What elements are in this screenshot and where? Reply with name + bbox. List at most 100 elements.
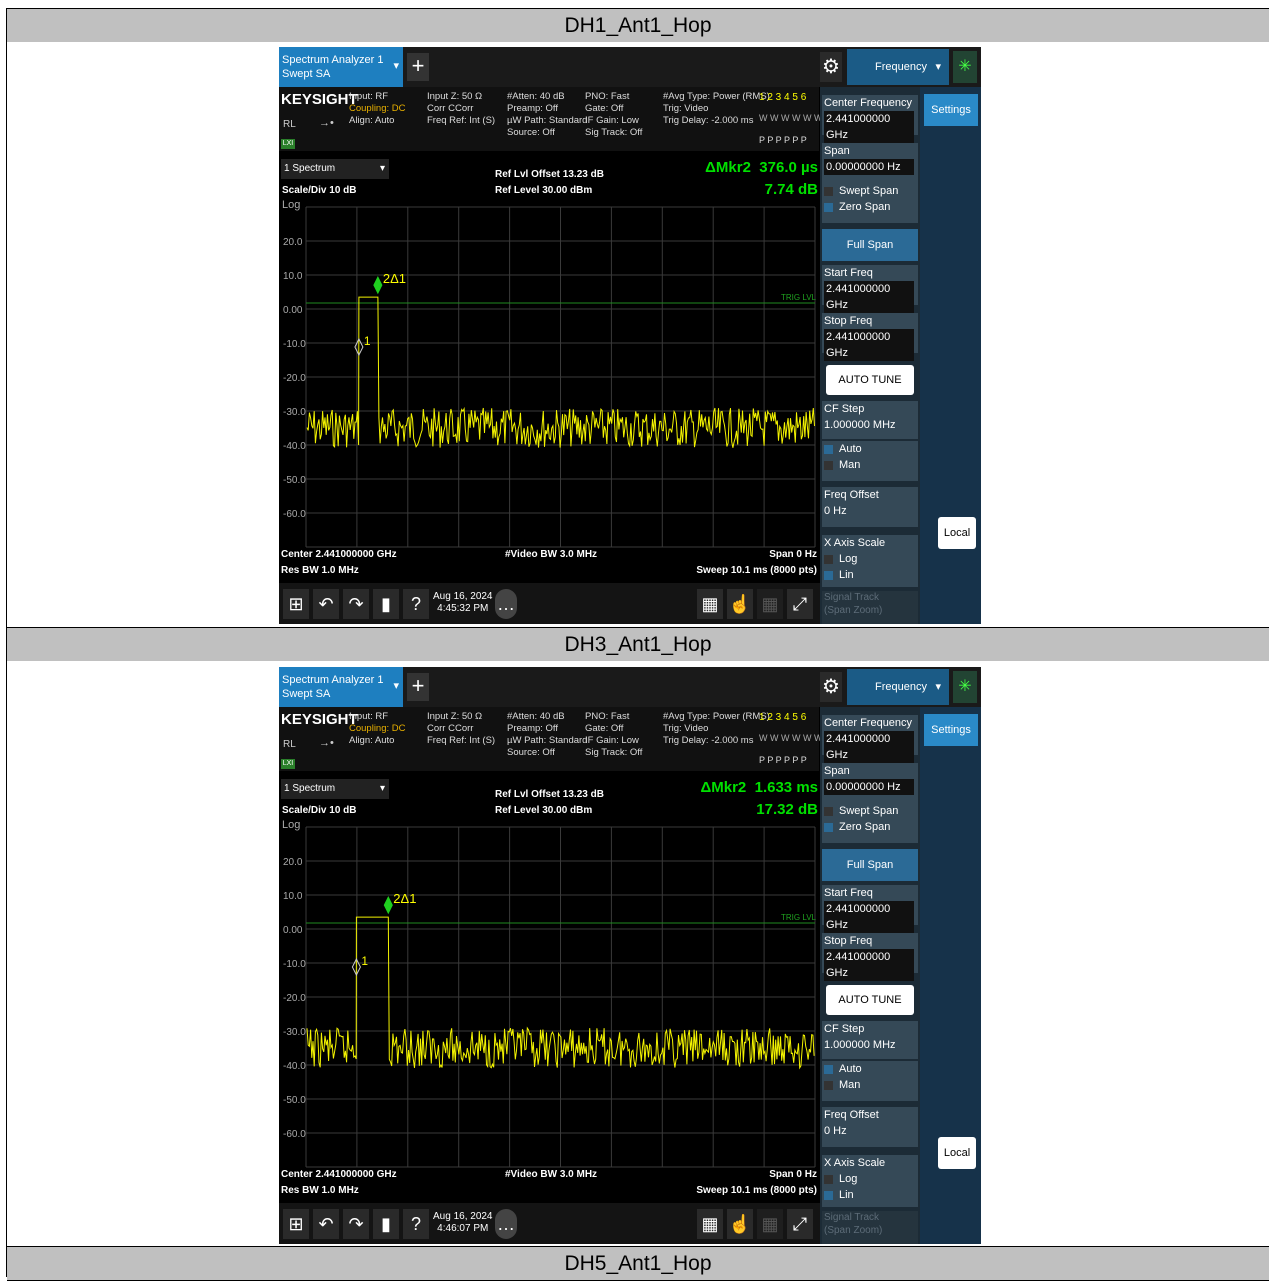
touch-icon[interactable]: ☝ bbox=[727, 1209, 753, 1239]
span-mode-radio[interactable]: Swept Span Zero Span bbox=[822, 803, 918, 843]
auto-radio bbox=[824, 444, 833, 454]
cf-step-label: CF Step bbox=[824, 403, 865, 415]
span-button[interactable]: Span 0.00000000 Hz bbox=[822, 763, 918, 803]
meas-line: Trig Delay: -2.000 ms bbox=[663, 115, 754, 126]
layout-icon[interactable]: ▦ bbox=[697, 1209, 723, 1239]
meas-line: Gate: Off bbox=[585, 103, 624, 114]
local-button[interactable]: Local bbox=[938, 1137, 976, 1169]
zero-span-radio bbox=[824, 822, 833, 832]
meas-line: Freq Ref: Int (S) bbox=[427, 115, 496, 126]
auto-tune-button[interactable]: AUTO TUNE bbox=[826, 365, 914, 395]
analyzer-screenshot-2: Spectrum Analyzer 1 Swept SA ▾ + ⚙ Freque… bbox=[279, 667, 981, 1244]
meas-line: Preamp: Off bbox=[507, 723, 559, 734]
status-spinner-icon: ✳ bbox=[953, 51, 977, 83]
file-icon[interactable]: ▮ bbox=[373, 1209, 399, 1239]
view-select-label: 1 Spectrum bbox=[284, 783, 336, 794]
span-mode-radio[interactable]: Swept Span Zero Span bbox=[822, 183, 918, 223]
help-icon[interactable]: ? bbox=[403, 1209, 429, 1239]
lin-radio bbox=[824, 1190, 833, 1200]
file-icon[interactable]: ▮ bbox=[373, 589, 399, 619]
measurement-bar bbox=[279, 87, 819, 151]
freq-offset-value: 0 Hz bbox=[824, 1125, 847, 1137]
freq-offset-label: Freq Offset bbox=[824, 489, 879, 501]
marker-y-value: 17.32 dB bbox=[756, 801, 818, 818]
full-span-button[interactable]: Full Span bbox=[822, 229, 918, 261]
windows-icon[interactable]: ⊞ bbox=[283, 1209, 309, 1239]
add-screen-button[interactable]: + bbox=[407, 53, 429, 81]
swept-span-label: Swept Span bbox=[839, 805, 899, 817]
redo-icon[interactable]: ↷ bbox=[343, 1209, 369, 1239]
menu-title-button[interactable]: Frequency ▾ bbox=[847, 49, 949, 85]
time-text: 4:45:32 PM bbox=[437, 603, 489, 614]
windows-icon[interactable]: ⊞ bbox=[283, 589, 309, 619]
scale-div: Scale/Div 10 dB bbox=[282, 805, 357, 816]
settings-tab[interactable]: Settings bbox=[924, 94, 978, 126]
scale-div: Scale/Div 10 dB bbox=[282, 185, 357, 196]
meas-col-avg: #Avg Type: Power (RMS) Trig: Video Trig De… bbox=[663, 91, 770, 127]
signal-track-label: Signal Track bbox=[824, 1212, 880, 1223]
analyzer-tab[interactable]: Spectrum Analyzer 1 Swept SA ▾ bbox=[279, 47, 403, 87]
stop-freq-button[interactable]: Stop Freq 2.441000000 GHz bbox=[822, 313, 918, 361]
y-tick-label: 10.0 bbox=[283, 891, 303, 902]
clock: Aug 16, 2024 4:46:07 PM bbox=[433, 1211, 493, 1235]
undo-icon[interactable]: ↶ bbox=[313, 589, 339, 619]
freq-offset-button[interactable]: Freq Offset 0 Hz bbox=[822, 1107, 918, 1147]
zero-span-radio bbox=[824, 202, 833, 212]
menu-title-button[interactable]: Frequency ▾ bbox=[847, 669, 949, 705]
start-freq-button[interactable]: Start Freq 2.441000000 GHz bbox=[822, 265, 918, 313]
analyzer-tab[interactable]: Spectrum Analyzer 1 Swept SA ▾ bbox=[279, 667, 403, 707]
settings-tab[interactable]: Settings bbox=[924, 714, 978, 746]
res-bw-readout: Res BW 1.0 MHz bbox=[281, 565, 359, 576]
x-axis-scale-button[interactable]: X Axis Scale Log Lin bbox=[822, 535, 918, 587]
y-tick-label: -10.0 bbox=[283, 339, 306, 350]
gear-icon[interactable]: ⚙ bbox=[820, 672, 842, 702]
cf-step-mode-radio[interactable]: Auto Man bbox=[822, 441, 918, 481]
marker-1-label: 1 bbox=[364, 334, 371, 348]
ref-offset: Ref Lvl Offset 13.23 dB bbox=[495, 169, 604, 180]
layout-icon[interactable]: ▦ bbox=[697, 589, 723, 619]
plot-area bbox=[279, 153, 819, 583]
auto-tune-button[interactable]: AUTO TUNE bbox=[826, 985, 914, 1015]
view-dropdown-icon: ▾ bbox=[379, 783, 385, 794]
local-button[interactable]: Local bbox=[938, 517, 976, 549]
trace-mode-w: W W W W W W bbox=[759, 733, 823, 743]
start-freq-button[interactable]: Start Freq 2.441000000 GHz bbox=[822, 885, 918, 933]
fullscreen-icon[interactable]: ⤢ bbox=[787, 1209, 813, 1239]
cf-step-mode-radio[interactable]: Auto Man bbox=[822, 1061, 918, 1101]
meas-line: Input Z: 50 Ω bbox=[427, 91, 483, 102]
meas-line: #Atten: 40 dB bbox=[507, 91, 565, 102]
y-tick-label: -50.0 bbox=[283, 475, 306, 486]
y-tick-label: -40.0 bbox=[283, 441, 306, 452]
view-select[interactable]: 1 Spectrum ▾ bbox=[281, 779, 389, 799]
center-frequency-button[interactable]: Center Frequency 2.441000000 GHz bbox=[822, 95, 918, 143]
add-screen-button[interactable]: + bbox=[407, 673, 429, 701]
rl-label: RL bbox=[283, 739, 296, 750]
view-select[interactable]: 1 Spectrum ▾ bbox=[281, 159, 389, 179]
undo-icon[interactable]: ↶ bbox=[313, 1209, 339, 1239]
message-icon[interactable]: … bbox=[495, 589, 517, 619]
touch-icon[interactable]: ☝ bbox=[727, 589, 753, 619]
center-frequency-button[interactable]: Center Frequency 2.441000000 GHz bbox=[822, 715, 918, 763]
stop-freq-button[interactable]: Stop Freq 2.441000000 GHz bbox=[822, 933, 918, 981]
meas-line: Coupling: DC bbox=[349, 103, 406, 114]
x-axis-scale-button[interactable]: X Axis Scale Log Lin bbox=[822, 1155, 918, 1207]
stop-freq-value: 2.441000000 GHz bbox=[824, 329, 914, 361]
cf-step-button[interactable]: CF Step 1.000000 MHz bbox=[822, 401, 918, 439]
redo-icon[interactable]: ↷ bbox=[343, 589, 369, 619]
cf-step-value: 1.000000 MHz bbox=[824, 1039, 896, 1051]
fullscreen-icon[interactable]: ⤢ bbox=[787, 589, 813, 619]
span-value: 0.00000000 Hz bbox=[824, 779, 914, 795]
freq-offset-button[interactable]: Freq Offset 0 Hz bbox=[822, 487, 918, 527]
full-span-button[interactable]: Full Span bbox=[822, 849, 918, 881]
clock: Aug 16, 2024 4:45:32 PM bbox=[433, 591, 493, 615]
help-icon[interactable]: ? bbox=[403, 589, 429, 619]
marker-1-diamond bbox=[354, 337, 364, 357]
message-icon[interactable]: … bbox=[495, 1209, 517, 1239]
view-dropdown-icon: ▾ bbox=[379, 163, 385, 174]
meas-line: Source: Off bbox=[507, 747, 555, 758]
gear-icon[interactable]: ⚙ bbox=[820, 52, 842, 82]
marker-2-diamond bbox=[383, 895, 393, 915]
span-button[interactable]: Span 0.00000000 Hz bbox=[822, 143, 918, 183]
marker-2-diamond bbox=[373, 275, 383, 295]
cf-step-button[interactable]: CF Step 1.000000 MHz bbox=[822, 1021, 918, 1059]
